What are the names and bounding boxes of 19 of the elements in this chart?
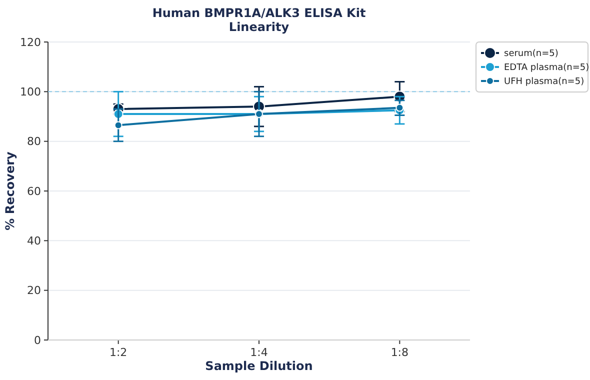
y-axis-title: % Recovery <box>3 152 17 230</box>
legend-label: EDTA plasma(n=5) <box>504 63 590 74</box>
y-tick-label: 0 <box>34 334 41 347</box>
legend-label: serum(n=5) <box>504 49 558 60</box>
x-tick-label: 1:4 <box>250 346 268 359</box>
y-tick-label: 100 <box>20 86 41 99</box>
x-axis-title: Sample Dilution <box>205 359 313 373</box>
y-tick-label: 120 <box>20 36 41 49</box>
chart-subtitle: Linearity <box>228 20 290 34</box>
point <box>114 121 122 130</box>
x-tick-label: 1:2 <box>109 346 128 359</box>
point <box>396 104 404 112</box>
legend-label: UFH plasma(n=5) <box>504 77 584 88</box>
x-tick-label: 1:8 <box>390 346 409 359</box>
chart-title: Human BMPR1A/ALK3 ELISA Kit <box>152 6 366 20</box>
y-tick-label: 40 <box>27 234 41 248</box>
y-tick-label: 80 <box>27 135 41 148</box>
y-tick-label: 20 <box>27 284 41 298</box>
y-tick-label: 60 <box>27 184 41 198</box>
